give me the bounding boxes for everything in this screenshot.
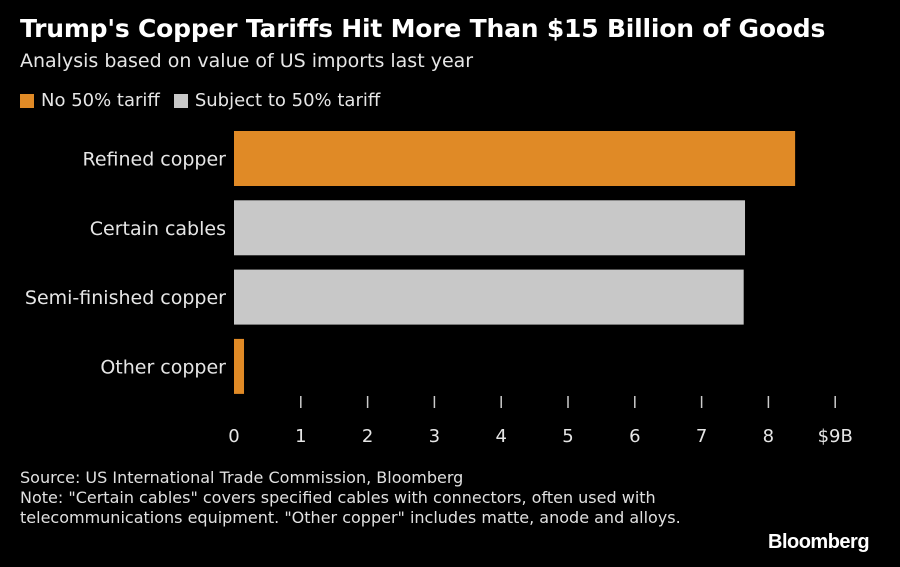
legend: No 50% tariff Subject to 50% tariff [20, 90, 394, 111]
x-tick-label: 1 [295, 426, 306, 447]
x-tick-label: 3 [429, 426, 440, 447]
chart-subtitle: Analysis based on value of US imports la… [20, 50, 474, 72]
x-tick-label: 5 [562, 426, 573, 447]
category-label-semi-finished-copper: Semi-finished copper [25, 287, 226, 309]
bar-semi-finished-copper [234, 269, 744, 325]
bar-certain-cables [234, 200, 746, 256]
legend-swatch-no-tariff [20, 93, 34, 108]
legend-label-no-tariff: No 50% tariff [41, 90, 160, 111]
category-label-refined-copper: Refined copper [82, 149, 226, 171]
x-tick-label: 8 [763, 426, 774, 447]
bar-other-copper [234, 338, 245, 394]
legend-item-subject-tariff: Subject to 50% tariff [173, 90, 381, 111]
x-tick-label: 0 [228, 426, 239, 447]
chart-footer: Source: US International Trade Commissio… [20, 468, 740, 528]
legend-item-no-tariff: No 50% tariff [20, 90, 160, 111]
bloomberg-logo: Bloomberg [768, 531, 870, 553]
x-tick-label: 7 [696, 426, 707, 447]
x-tick-label: 6 [629, 426, 640, 447]
chart-title: Trump's Copper Tariffs Hit More Than $15… [20, 14, 826, 43]
footnote: Note: "Certain cables" covers specified … [20, 488, 681, 527]
x-tick-label: 4 [495, 426, 506, 447]
x-tick-label: 2 [362, 426, 373, 447]
category-label-other-copper: Other copper [100, 356, 226, 378]
x-tick-label: $9B [818, 426, 853, 447]
source-note: Source: US International Trade Commissio… [20, 468, 464, 487]
bar-chart: Refined copper Certain cables Semi-finishe… [25, 131, 853, 447]
legend-swatch-subject-tariff [173, 93, 188, 108]
legend-label-subject-tariff: Subject to 50% tariff [194, 90, 381, 111]
category-label-certain-cables: Certain cables [90, 218, 226, 240]
bar-refined-copper [234, 131, 796, 186]
